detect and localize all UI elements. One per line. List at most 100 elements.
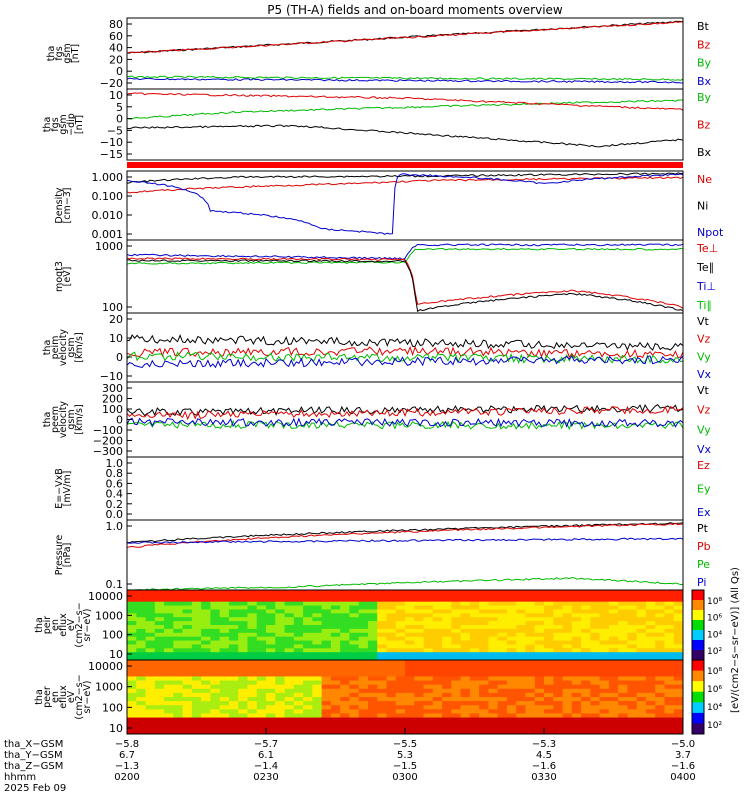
heatmap-cell [451,597,462,603]
heatmap-cell [284,688,295,694]
heatmap-cell [516,676,526,682]
heatmap-cell [256,652,267,657]
heatmap-cell [284,644,295,649]
heatmap-cell [219,725,230,731]
heatmap-cell [544,613,554,618]
heatmap-cell [497,593,508,599]
heatmap-cell [405,717,415,723]
heatmap-cell [164,652,174,657]
y-tick-label: 1.0 [106,520,124,533]
heatmap-cell [367,597,378,603]
heatmap-cell [479,705,489,710]
heatmap-cell [451,632,462,638]
heatmap-cell [173,617,184,622]
heatmap-cell [608,640,619,645]
heatmap-cell [312,705,323,710]
heatmap-cell [451,601,462,607]
heatmap-cell [330,729,341,735]
heatmap-cell [664,613,675,618]
heatmap-cell [266,656,276,661]
heatmap-cell [340,628,350,634]
heatmap-cell [395,676,406,682]
heatmap-cell [553,590,564,595]
heatmap-cell [358,672,369,677]
heatmap-cell [571,660,582,665]
heatmap-cell [154,625,165,630]
heatmap-cell [571,640,582,645]
heatmap-cell [506,593,517,599]
heatmap-cell [534,688,545,694]
heatmap-cell [256,644,267,649]
heatmap-cell [451,705,462,710]
heatmap-cell [247,601,258,607]
heatmap-cell [544,648,554,653]
heatmap-cell [571,648,582,653]
heatmap-cell [655,601,665,607]
heatmap-cell [330,721,341,727]
heatmap-cell [664,660,675,665]
heatmap-cell [358,709,369,714]
y-tick-label: 100 [102,701,123,714]
heatmap-cell [627,717,638,723]
heatmap-cell [219,632,230,638]
heatmap-cell [247,644,258,649]
heatmap-cell [182,609,193,614]
heatmap-cell [238,680,248,686]
heatmap-cell [256,692,267,698]
heatmap-cell [395,709,406,714]
heatmap-cell [571,705,582,710]
series-bx-line [126,77,684,84]
heatmap-cell [256,605,267,610]
heatmap-cell [386,729,397,735]
heatmap-cell [664,636,675,642]
heatmap-cell [590,668,601,673]
y-axis-label: [mV/m] [62,471,73,507]
heatmap-cell [534,713,545,719]
heatmap-cell [367,676,378,682]
y-axis-label: peer [42,686,53,708]
heatmap-cell [330,632,341,638]
heatmap-cell [340,593,350,599]
heatmap-cell [469,656,480,661]
heatmap-cell [154,628,165,634]
heatmap-cell [386,597,397,603]
heatmap-cell [664,640,675,645]
heatmap-cell [423,648,434,653]
heatmap-cell [506,609,517,614]
heatmap-cell [460,628,471,634]
heatmap-cell [451,590,462,595]
y-axis-label: tha [42,412,53,428]
heatmap-cell [544,729,554,735]
heatmap-cell [127,656,137,661]
heatmap-cell [469,593,480,599]
heatmap-cell [423,692,434,698]
heatmap-cell [655,701,665,706]
heatmap-cell [367,660,378,665]
heatmap-cell [367,593,378,599]
heatmap-cell [618,717,628,723]
heatmap-cell [377,676,387,682]
heatmap-cell [367,664,378,669]
heatmap-cell [673,605,684,610]
heatmap-cell [340,721,350,727]
heatmap-cell [293,601,304,607]
heatmap-cell [469,729,480,735]
heatmap-cell [432,605,443,610]
heatmap-cell [238,684,248,690]
x-tick-label: 0230 [253,772,278,783]
x-tick-label: −5.8 [115,739,139,750]
heatmap-cell [488,590,499,595]
heatmap-cell [599,676,610,682]
heatmap-cell [645,705,656,710]
heatmap-cell [544,709,554,714]
heatmap-cell [506,636,517,642]
heatmap-cell [321,617,332,622]
heatmap-cell [136,729,147,735]
colorbar-swatch [692,660,704,672]
heatmap-cell [238,692,248,698]
heatmap-cell [164,648,174,653]
heatmap-cell [395,597,406,603]
heatmap-cell [330,717,341,723]
heatmap-cell [636,668,647,673]
x-tick-label: −1.4 [254,761,278,772]
